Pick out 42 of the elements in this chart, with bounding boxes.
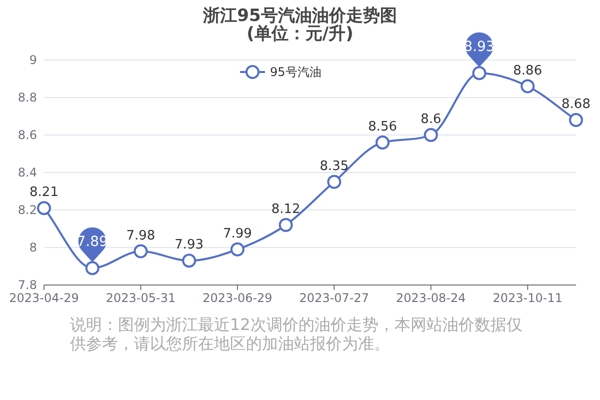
chart-subtitle: (单位：元/升) <box>246 24 354 44</box>
point <box>569 113 583 127</box>
x-tick-label: 2023-08-24 <box>396 291 466 305</box>
y-tick-label: 8.2 <box>18 203 37 218</box>
data-label: 7.98 <box>126 228 156 244</box>
point <box>37 201 51 216</box>
y-tick-label: 9 <box>29 53 37 68</box>
y-tick-label: 8 <box>29 240 37 255</box>
data-label-pin: 7.89 <box>76 227 108 262</box>
data-label: 7.89 <box>76 234 108 250</box>
data-label: 8.68 <box>562 97 590 112</box>
point <box>230 242 244 256</box>
data-label: 8.56 <box>368 120 398 134</box>
chart-title: 浙江95号汽油油价走势图 <box>202 6 397 26</box>
data-label: 8.6 <box>420 112 442 127</box>
x-tick-label: 2023-07-27 <box>299 291 370 305</box>
point <box>278 218 293 232</box>
data-label: 8.86 <box>513 63 542 78</box>
y-tick-label: 8.6 <box>18 128 37 142</box>
data-label: 8.35 <box>320 158 349 174</box>
x-tick-label: 2023-04-29 <box>9 291 79 305</box>
legend: 95号汽油 <box>240 65 322 80</box>
point <box>134 244 148 258</box>
x-tick-label: 2023-05-31 <box>106 291 176 305</box>
text: 说明：图例为浙江最近12次调价的油价走势，本网站油价数据仅供参考，请以您所在地区的加油站报价为准。 <box>70 315 522 353</box>
y-tick-label: 8.4 <box>18 166 37 180</box>
point <box>424 128 438 142</box>
data-label: 7.93 <box>174 238 204 253</box>
data-label: 8.12 <box>271 202 300 217</box>
x-tick-label: 2023-10-11 <box>492 291 563 305</box>
point <box>472 66 486 80</box>
data-label: 8.21 <box>30 185 58 200</box>
point <box>85 261 100 276</box>
data-label: 7.99 <box>222 226 252 242</box>
y-tick-label: 8.8 <box>18 90 37 105</box>
point <box>182 254 196 268</box>
point <box>376 136 390 150</box>
y-tick-label: 7.8 <box>18 278 37 292</box>
point <box>520 79 535 94</box>
x-tick-label: 2023-06-29 <box>202 291 272 305</box>
point <box>327 174 342 189</box>
legend-label: 95号汽油 <box>270 65 322 80</box>
